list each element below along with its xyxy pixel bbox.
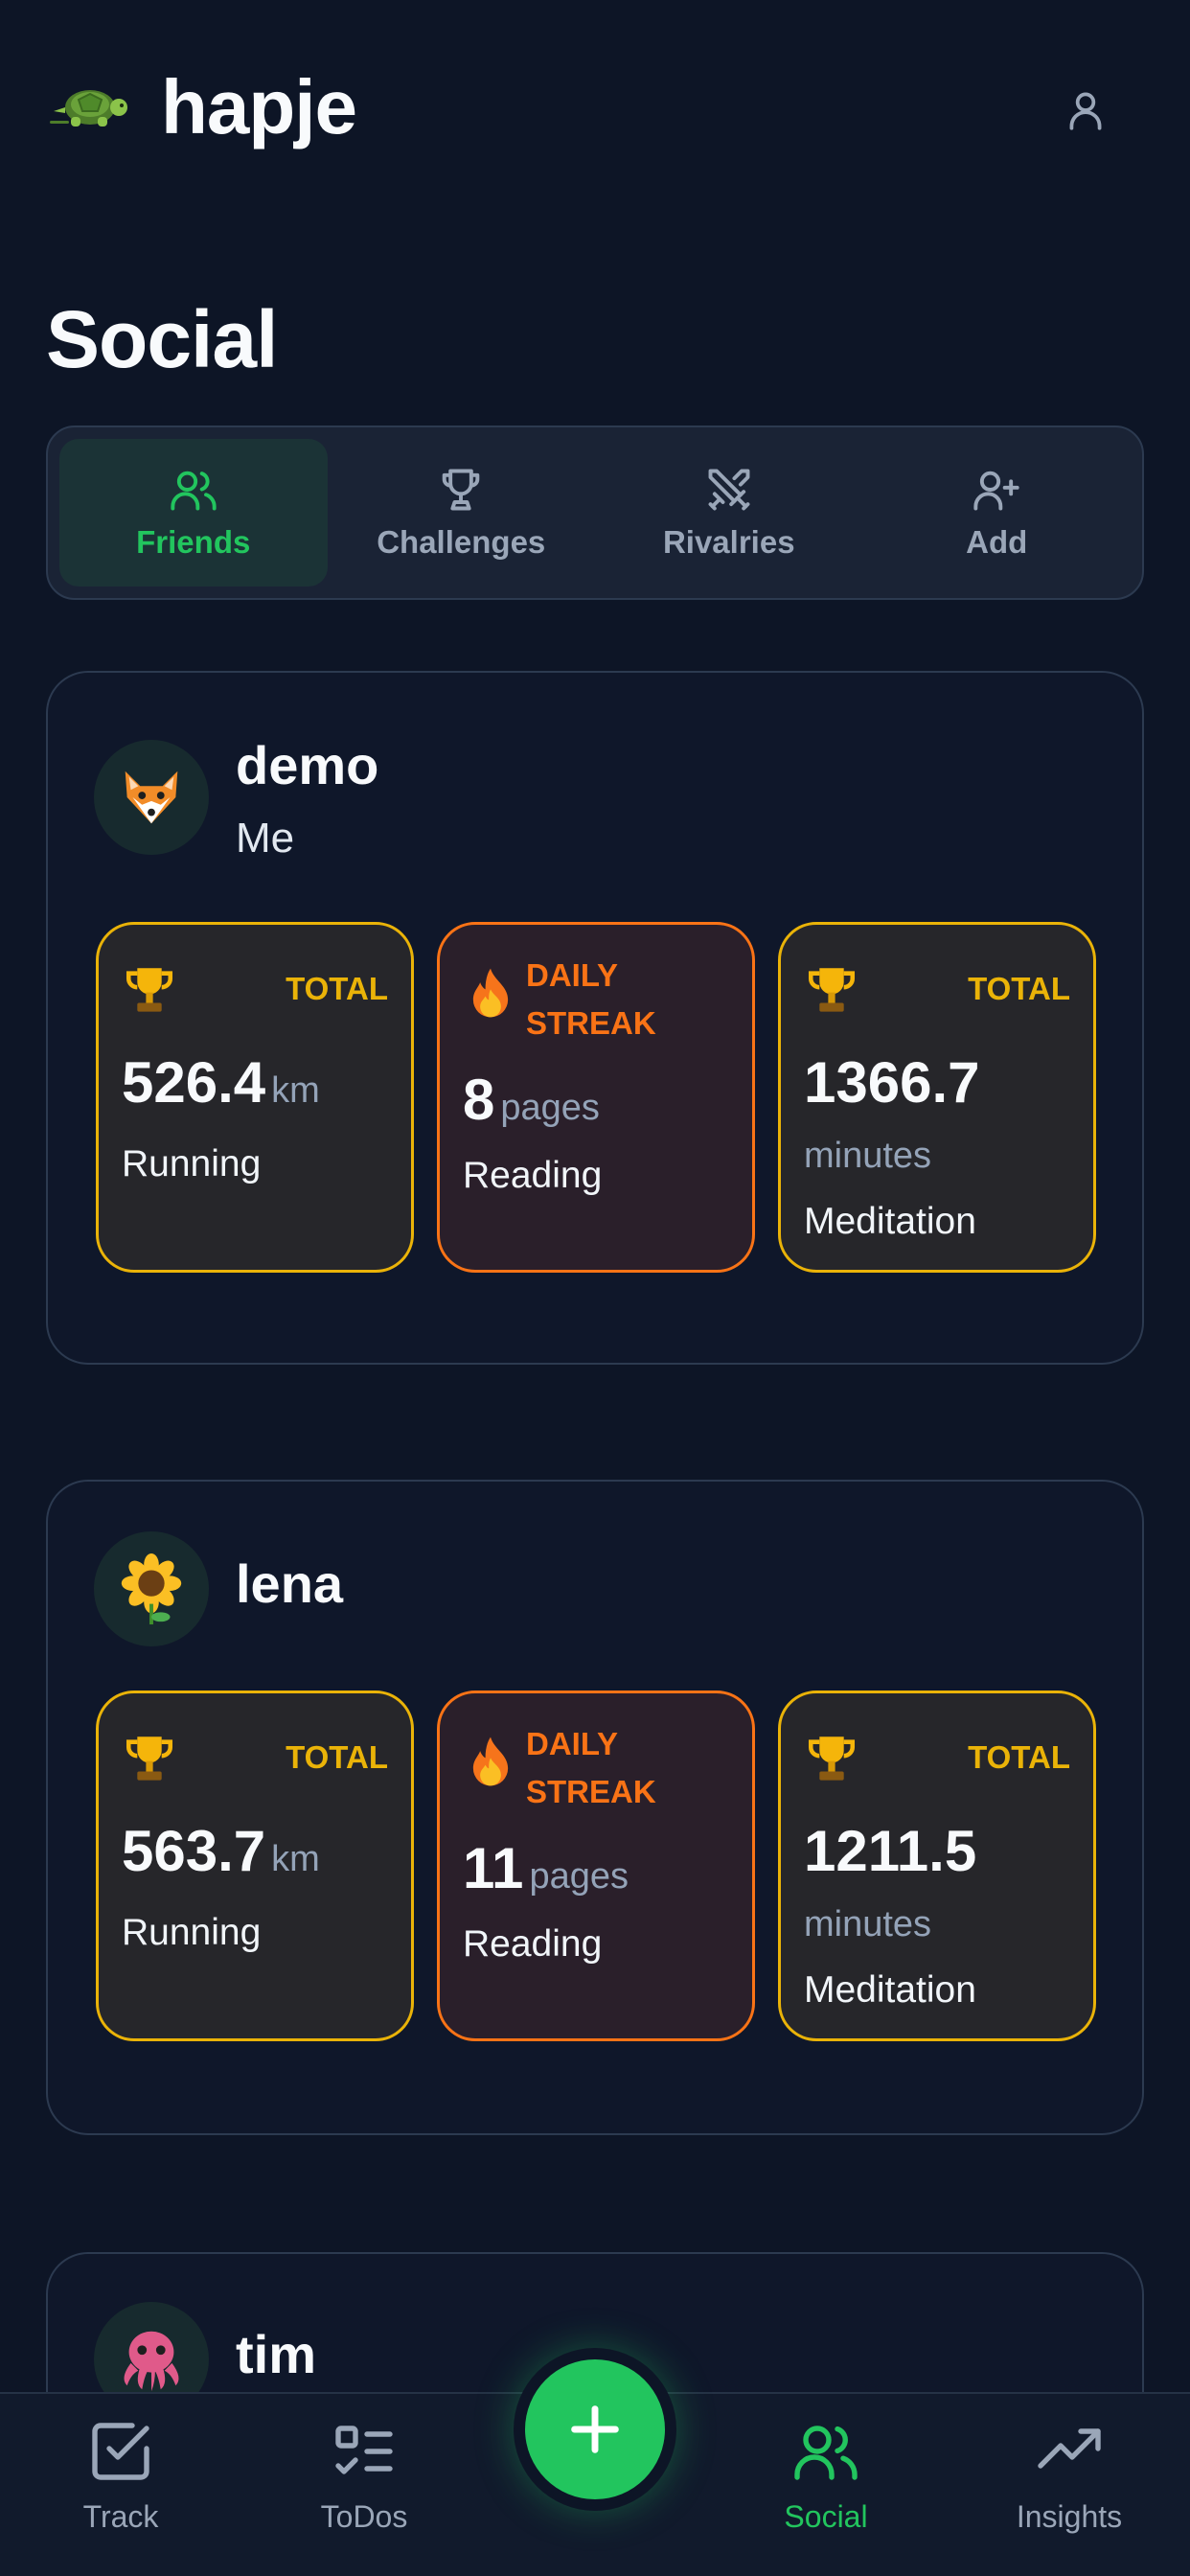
profile-button[interactable] (1050, 75, 1121, 146)
trending-up-icon (1038, 2428, 1101, 2469)
turtle-logo-icon (50, 90, 127, 126)
stat-tag: TOTAL (286, 971, 388, 1006)
octopus-icon (124, 2331, 179, 2392)
tab-add[interactable]: Add (863, 439, 1132, 586)
page-title: Social (46, 294, 278, 384)
stat-number: 526.4 (122, 1050, 266, 1115)
tab-label: Add (966, 524, 1028, 560)
user-name: demo (236, 735, 379, 795)
stat-card-total[interactable]: TOTAL 1211.5 minutes Meditation (778, 1690, 1096, 2041)
stat-activity: Reading (463, 1923, 603, 1965)
avatar (94, 1531, 209, 1646)
check-square-icon (92, 2423, 149, 2480)
trophy-emoji-icon (126, 1736, 173, 1781)
stat-number: 8 (463, 1068, 495, 1132)
stat-card-streak[interactable]: DAILY STREAK 8 pages Reading (437, 922, 755, 1273)
nav-label: Social (784, 2499, 868, 2534)
stat-tag: TOTAL (968, 971, 1070, 1006)
stat-tag: DAILY STREAK (526, 1726, 656, 1809)
user-subtitle: Me (236, 815, 295, 862)
stat-number: 1366.7 (804, 1050, 980, 1115)
stat-card-total[interactable]: TOTAL 1366.7 minutes Meditation (778, 922, 1096, 1273)
fire-emoji-icon (472, 968, 509, 1018)
trophy-emoji-icon (808, 1736, 856, 1781)
stat-number: 563.7 (122, 1819, 266, 1883)
trophy-emoji-icon (126, 968, 173, 1012)
stat-activity: Reading (463, 1155, 603, 1196)
add-entry-button[interactable] (525, 2359, 665, 2499)
stat-activity: Meditation (804, 1201, 976, 1242)
add-entry-fab-ring (514, 2348, 676, 2511)
stat-value: 563.7 km (122, 1818, 320, 1884)
stat-tag: TOTAL (286, 1739, 388, 1775)
tab-friends[interactable]: Friends (59, 439, 328, 586)
stat-unit: pages (500, 1088, 600, 1128)
list-todo-icon (335, 2426, 393, 2474)
swords-icon (708, 469, 750, 511)
stat-unit: km (271, 1839, 320, 1879)
stat-number: 1211.5 (804, 1819, 977, 1883)
user-plus-icon (973, 471, 1019, 511)
user-name: lena (236, 1553, 344, 1614)
stat-unit: minutes (804, 1904, 932, 1944)
stat-unit: pages (529, 1856, 629, 1897)
stat-number: 11 (463, 1836, 524, 1900)
stat-activity: Meditation (804, 1969, 976, 2011)
stat-card-total[interactable]: TOTAL 526.4 km Running (96, 922, 414, 1273)
friend-card[interactable]: demo Me TOTAL 526.4 km Running DAILY STRE… (46, 671, 1144, 1365)
stat-tag: TOTAL (968, 1739, 1070, 1775)
social-tabs: Friends Challenges Rivalries Add (46, 426, 1144, 600)
stat-activity: Running (122, 1143, 262, 1184)
plus-icon (571, 2405, 619, 2453)
tab-rivalries[interactable]: Rivalries (595, 439, 863, 586)
nav-insights[interactable]: Insights (973, 2417, 1165, 2535)
nav-track[interactable]: Track (25, 2417, 217, 2535)
stat-card-total[interactable]: TOTAL 563.7 km Running (96, 1690, 414, 2041)
trophy-emoji-icon (808, 968, 856, 1012)
nav-label: ToDos (320, 2499, 408, 2534)
stat-unit: km (271, 1070, 320, 1111)
nav-label: Insights (1016, 2499, 1123, 2534)
stat-value: 526.4 km (122, 1049, 320, 1116)
nav-label: Track (82, 2499, 159, 2534)
tab-label: Challenges (377, 524, 546, 560)
tab-challenges[interactable]: Challenges (328, 439, 596, 586)
stat-unit: minutes (804, 1136, 932, 1176)
fox-icon (125, 770, 178, 824)
user-name: tim (236, 2324, 316, 2384)
users-icon (171, 471, 217, 511)
nav-todos[interactable]: ToDos (268, 2417, 460, 2535)
tab-label: Rivalries (662, 524, 795, 560)
trophy-icon (442, 469, 480, 511)
nav-social[interactable]: Social (730, 2417, 922, 2535)
app-title: hapje (161, 64, 357, 150)
avatar (94, 740, 209, 855)
app-header: hapje (0, 0, 1190, 220)
sunflower-icon (121, 1552, 182, 1625)
user-icon (1069, 92, 1102, 130)
fire-emoji-icon (472, 1736, 509, 1786)
stat-value: 11 pages (463, 1835, 629, 1901)
stat-tag: DAILY STREAK (526, 957, 656, 1041)
stat-card-streak[interactable]: DAILY STREAK 11 pages Reading (437, 1690, 755, 2041)
stat-activity: Running (122, 1912, 262, 1953)
stat-value: 8 pages (463, 1067, 600, 1133)
friend-card[interactable]: lena TOTAL 563.7 km Running DAILY STREAK … (46, 1480, 1144, 2135)
tab-label: Friends (136, 524, 251, 560)
users-icon (794, 2426, 858, 2480)
